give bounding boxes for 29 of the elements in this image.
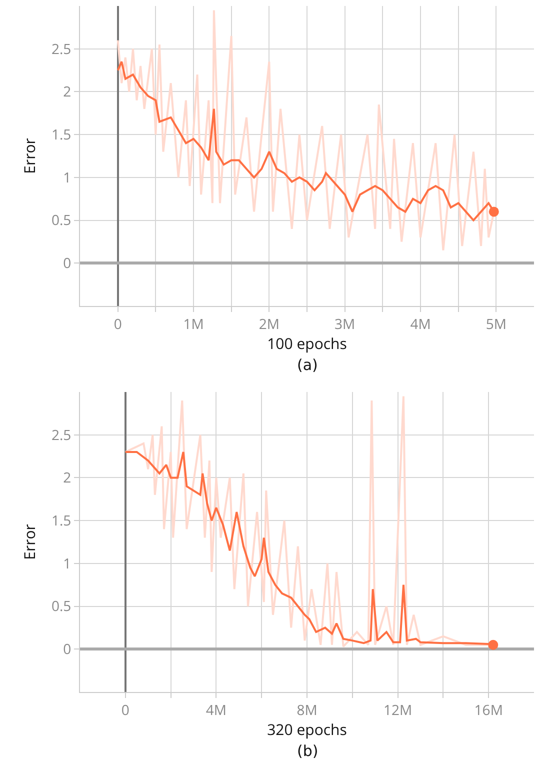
x-tick-label: 12M (383, 700, 412, 720)
x-axis-title: 320 epochs (267, 720, 347, 740)
text: (b) (297, 742, 318, 760)
y-tick-label: 2.5 (52, 426, 72, 445)
x-tick-label: 5M (486, 314, 506, 334)
y-tick-label: 2 (63, 468, 72, 488)
x-tick-label: 1M (183, 314, 204, 334)
x-tick-label: 8M (296, 700, 318, 720)
x-tick-label: 4M (206, 700, 227, 720)
x-tick-label: 3M (334, 314, 356, 334)
y-tick-label: 1 (63, 168, 72, 188)
x-axis-title: 100 epochs (267, 334, 347, 354)
y-tick-label: 0.5 (52, 211, 72, 230)
y-tick-label: 1 (63, 554, 72, 574)
y-tick-label: 0 (63, 640, 72, 660)
x-tick-label: 0 (114, 314, 122, 334)
y-tick-label: 0 (63, 254, 72, 274)
x-tick-label: 4M (410, 314, 431, 334)
text: (a) (297, 356, 318, 374)
x-tick-label: 2M (258, 314, 280, 334)
y-tick-label: 2.5 (52, 40, 72, 59)
y-axis-title: Error (20, 524, 40, 560)
y-tick-label: 1.5 (52, 511, 72, 530)
y-axis-title: Error (20, 138, 40, 174)
x-tick-label: 16M (474, 700, 503, 720)
y-tick-label: 2 (63, 82, 72, 102)
y-tick-label: 1.5 (52, 125, 72, 144)
x-tick-label: 0 (121, 700, 130, 720)
y-tick-label: 0.5 (52, 597, 72, 616)
